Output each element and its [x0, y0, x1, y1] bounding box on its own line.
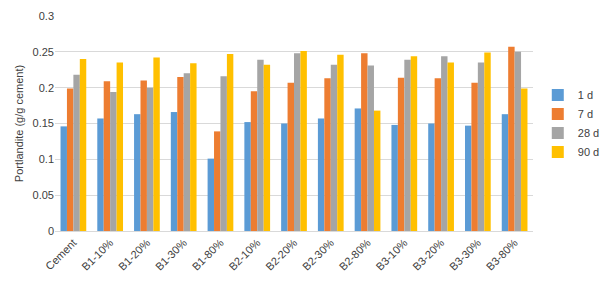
svg-text:B3-10%: B3-10%	[373, 236, 409, 272]
svg-text:0.2: 0.2	[39, 82, 54, 94]
svg-text:B2-80%: B2-80%	[337, 236, 373, 272]
svg-text:0.15: 0.15	[33, 117, 54, 129]
svg-text:0.25: 0.25	[33, 46, 54, 58]
svg-text:B1-10%: B1-10%	[79, 236, 115, 272]
svg-text:Cement: Cement	[43, 237, 79, 273]
svg-text:0: 0	[48, 225, 54, 237]
svg-text:B3-20%: B3-20%	[410, 236, 446, 272]
svg-text:B2-30%: B2-30%	[300, 236, 336, 272]
svg-text:0.1: 0.1	[39, 153, 54, 165]
svg-text:7 d: 7 d	[578, 108, 593, 120]
svg-text:B1-80%: B1-80%	[190, 236, 226, 272]
svg-text:90 d: 90 d	[578, 146, 599, 158]
svg-text:1 d: 1 d	[578, 89, 593, 101]
svg-text:0.3: 0.3	[39, 10, 54, 22]
svg-text:B3-80%: B3-80%	[484, 236, 520, 272]
svg-text:Portlandite (g/g cement): Portlandite (g/g cement)	[13, 65, 25, 182]
svg-text:B2-10%: B2-10%	[226, 236, 262, 272]
svg-text:B1-30%: B1-30%	[153, 236, 189, 272]
svg-text:B1-20%: B1-20%	[116, 236, 152, 272]
svg-text:B2-20%: B2-20%	[263, 236, 299, 272]
svg-text:B3-30%: B3-30%	[447, 236, 483, 272]
svg-text:28 d: 28 d	[578, 127, 599, 139]
svg-text:0.05: 0.05	[33, 189, 54, 201]
